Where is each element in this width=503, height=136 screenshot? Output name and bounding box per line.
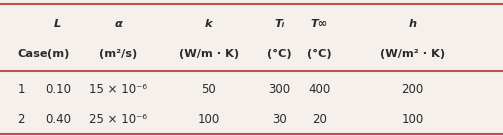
Text: 20: 20 bbox=[312, 113, 327, 126]
Text: 0.10: 0.10 bbox=[45, 83, 71, 96]
Text: L: L bbox=[54, 19, 61, 30]
Text: (°C): (°C) bbox=[307, 49, 331, 59]
Text: 30: 30 bbox=[272, 113, 287, 126]
Text: 100: 100 bbox=[401, 113, 424, 126]
Text: 15 × 10⁻⁶: 15 × 10⁻⁶ bbox=[89, 83, 147, 96]
Text: 1: 1 bbox=[18, 83, 25, 96]
Text: k: k bbox=[205, 19, 213, 30]
Text: 300: 300 bbox=[268, 83, 290, 96]
Text: T∞: T∞ bbox=[311, 19, 328, 30]
Text: α: α bbox=[114, 19, 122, 30]
Text: Case: Case bbox=[18, 49, 48, 59]
Text: (W/m · K): (W/m · K) bbox=[179, 49, 239, 59]
Text: 100: 100 bbox=[198, 113, 220, 126]
Text: 400: 400 bbox=[308, 83, 330, 96]
Text: (m): (m) bbox=[47, 49, 69, 59]
Text: Tᵢ: Tᵢ bbox=[274, 19, 284, 30]
Text: (W/m² · K): (W/m² · K) bbox=[380, 49, 445, 59]
Text: 0.40: 0.40 bbox=[45, 113, 71, 126]
Text: 200: 200 bbox=[401, 83, 424, 96]
Text: (°C): (°C) bbox=[267, 49, 291, 59]
Text: h: h bbox=[408, 19, 416, 30]
Text: 25 × 10⁻⁶: 25 × 10⁻⁶ bbox=[89, 113, 147, 126]
Text: 2: 2 bbox=[18, 113, 25, 126]
Text: 50: 50 bbox=[201, 83, 216, 96]
Text: (m²/s): (m²/s) bbox=[99, 49, 137, 59]
